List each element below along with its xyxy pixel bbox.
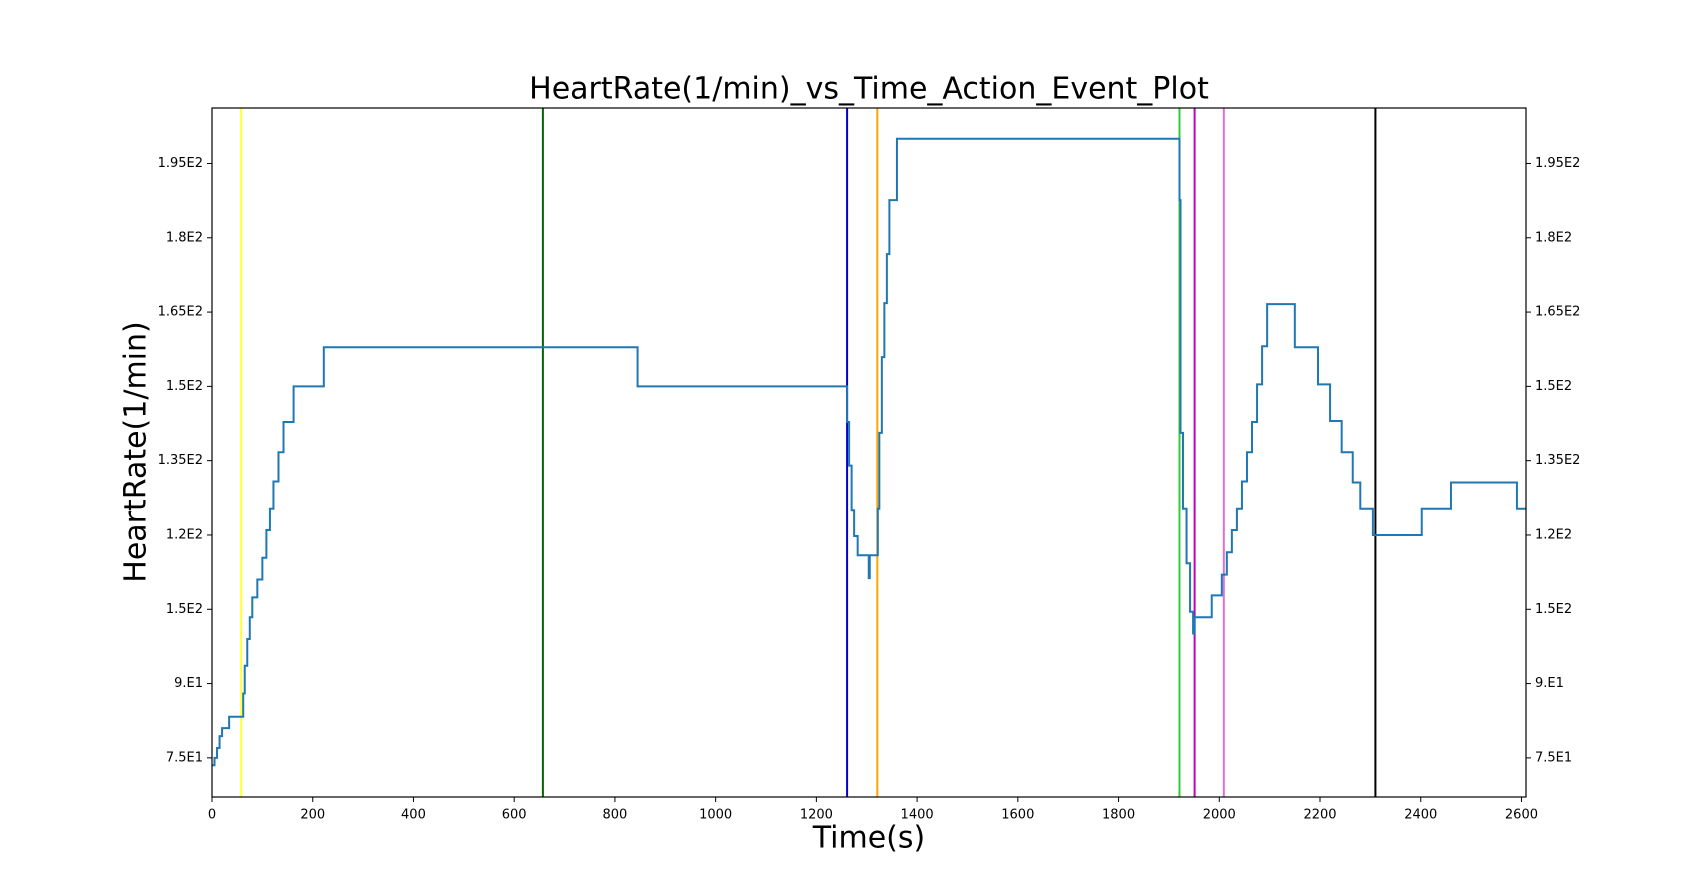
y-tick-label: 1.35E2 (158, 453, 203, 468)
x-tick-label: 2000 (1203, 808, 1236, 823)
x-tick-label: 200 (300, 808, 325, 823)
y-tick-label: 1.8E2 (166, 230, 203, 245)
y-tick-label: 1.5E2 (166, 602, 203, 617)
chart-title: HeartRate(1/min)_vs_Time_Action_Event_Pl… (529, 72, 1209, 107)
plot-frame (211, 107, 1527, 798)
x-tick-label: 1400 (901, 808, 934, 823)
y-axis-label: HeartRate(1/min) (119, 321, 154, 582)
x-tick-label: 2200 (1303, 808, 1336, 823)
x-tick-label: 2600 (1505, 808, 1538, 823)
x-tick-label: 800 (602, 808, 627, 823)
y-tick-label-right: 1.5E2 (1535, 602, 1572, 617)
x-tick-label: 400 (401, 808, 426, 823)
x-tick-label: 600 (502, 808, 527, 823)
y-tick-label-right: 1.2E2 (1535, 527, 1572, 542)
y-tick-label-right: 9.E1 (1535, 676, 1564, 691)
y-tick-label: 7.5E1 (166, 750, 203, 765)
y-tick-label: 9.E1 (174, 676, 203, 691)
x-tick-label: 1800 (1102, 808, 1135, 823)
y-tick-label-right: 1.35E2 (1535, 453, 1580, 468)
y-tick-label: 1.5E2 (166, 379, 203, 394)
y-tick-label: 1.65E2 (158, 305, 203, 320)
x-tick-label: 2400 (1404, 808, 1437, 823)
y-tick-label-right: 1.65E2 (1535, 305, 1580, 320)
heart-rate-line (212, 137, 1526, 767)
x-tick-label: 1000 (699, 808, 732, 823)
x-tick-label: 1600 (1001, 808, 1034, 823)
x-tick-label: 1200 (800, 808, 833, 823)
y-tick-label-right: 1.5E2 (1535, 379, 1572, 394)
y-tick-label: 1.2E2 (166, 527, 203, 542)
y-tick-label-right: 1.95E2 (1535, 156, 1580, 171)
x-axis-label: Time(s) (812, 821, 925, 856)
y-tick-label: 1.95E2 (158, 156, 203, 171)
y-tick-label-right: 1.8E2 (1535, 230, 1572, 245)
y-tick-label-right: 7.5E1 (1535, 750, 1572, 765)
x-tick-label: 0 (208, 808, 216, 823)
